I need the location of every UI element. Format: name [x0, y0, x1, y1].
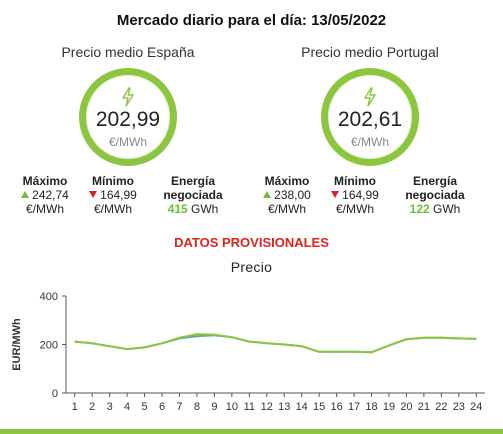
x-tick-label: 6 [159, 401, 165, 413]
stat-energy-label-1: Energía [170, 174, 215, 188]
x-tick-label: 15 [313, 401, 325, 413]
stat-max-value: 242,74 [32, 188, 69, 202]
lightning-bolt-icon [328, 87, 412, 112]
stat-max-label: Máximo [264, 174, 310, 188]
price-unit-spain: €/MWh [108, 135, 147, 149]
x-tick-label: 24 [470, 401, 482, 413]
market-spain: Precio medio España 202,99 €/MWh Máximo … [8, 44, 248, 216]
stat-min-value: 164,99 [342, 188, 379, 202]
x-tick-label: 22 [435, 401, 447, 413]
provisional-notice: DATOS PROVISIONALES [174, 235, 329, 250]
price-unit-portugal: €/MWh [350, 135, 389, 149]
x-tick-label: 21 [418, 401, 430, 413]
x-tick-label: 4 [124, 401, 130, 413]
stat-energy-portugal: Energía negociada 122 GWh [390, 174, 480, 216]
triangle-down-icon [331, 191, 340, 198]
x-tick-label: 14 [296, 401, 308, 413]
x-tick-label: 13 [278, 401, 290, 413]
stat-energy-label-1: Energía [412, 174, 457, 188]
stat-energy-unit: GWh [433, 202, 461, 216]
y-axis-label: EUR/MWh [11, 318, 23, 371]
x-tick-label: 17 [348, 401, 360, 413]
triangle-up-icon [21, 191, 30, 198]
page-title: Mercado diario para el día: 13/05/2022 [116, 12, 387, 29]
market-spain-title: Precio medio España [61, 44, 195, 60]
stat-energy-unit: GWh [191, 202, 219, 216]
x-tick-label: 16 [330, 401, 342, 413]
stat-energy-spain: Energía negociada 415 GWh [148, 174, 238, 216]
chart-title: Precio [230, 259, 273, 275]
stat-max-value: 238,00 [274, 188, 311, 202]
stat-max-label: Máximo [22, 174, 68, 188]
x-tick-label: 18 [365, 401, 377, 413]
market-portugal-title: Precio medio Portugal [301, 44, 439, 60]
stat-energy-label-2: negociada [163, 188, 223, 202]
stats-spain: Máximo 242,74 €/MWh Mínimo 164,99 €/MWh … [8, 174, 248, 224]
triangle-down-icon [89, 191, 98, 198]
stat-energy-value: 415 [167, 202, 188, 216]
lightning-bolt-icon [86, 87, 170, 112]
x-tick-label: 1 [72, 401, 78, 413]
stat-min-label: Mínimo [92, 174, 134, 188]
x-tick-label: 23 [453, 401, 465, 413]
stats-portugal: Máximo 238,00 €/MWh Mínimo 164,99 €/MWh … [250, 174, 490, 224]
series-line-1 [74, 333, 477, 354]
stat-min-unit: €/MWh [93, 202, 132, 216]
x-tick-label: 12 [261, 401, 273, 413]
x-tick-label: 20 [400, 401, 412, 413]
price-ring-spain: 202,99 €/MWh [79, 68, 177, 166]
triangle-up-icon [263, 191, 272, 198]
stat-min-spain: Mínimo 164,99 €/MWh [78, 174, 148, 216]
stat-min-portugal: Mínimo 164,99 €/MWh [320, 174, 390, 216]
x-tick-label: 2 [89, 401, 95, 413]
stat-min-label: Mínimo [334, 174, 376, 188]
stat-max-unit: €/MWh [25, 202, 64, 216]
stat-max-spain: Máximo 242,74 €/MWh [10, 174, 80, 216]
price-ring-portugal: 202,61 €/MWh [321, 68, 419, 166]
market-portugal: Precio medio Portugal 202,61 €/MWh Máxim… [250, 44, 490, 216]
stat-energy-value: 122 [409, 202, 430, 216]
x-tick-label: 5 [142, 401, 148, 413]
x-tick-label: 10 [226, 401, 238, 413]
stat-energy-label-2: negociada [405, 188, 465, 202]
average-price-portugal: 202,61 [337, 108, 403, 131]
stat-max-portugal: Máximo 238,00 €/MWh [252, 174, 322, 216]
x-tick-label: 3 [107, 401, 113, 413]
x-tick-label: 19 [383, 401, 395, 413]
stat-max-unit: €/MWh [267, 202, 306, 216]
y-tick-label: 400 [40, 291, 58, 303]
x-tick-label: 9 [211, 401, 217, 413]
x-tick-label: 8 [194, 401, 200, 413]
stat-min-value: 164,99 [100, 188, 137, 202]
y-tick-label: 0 [52, 388, 58, 400]
bottom-accent-bar [0, 429, 503, 434]
stat-min-unit: €/MWh [335, 202, 374, 216]
x-tick-label: 7 [176, 401, 182, 413]
x-tick-label: 11 [244, 401, 255, 413]
average-price-spain: 202,99 [95, 108, 161, 131]
y-tick-label: 200 [40, 340, 58, 352]
